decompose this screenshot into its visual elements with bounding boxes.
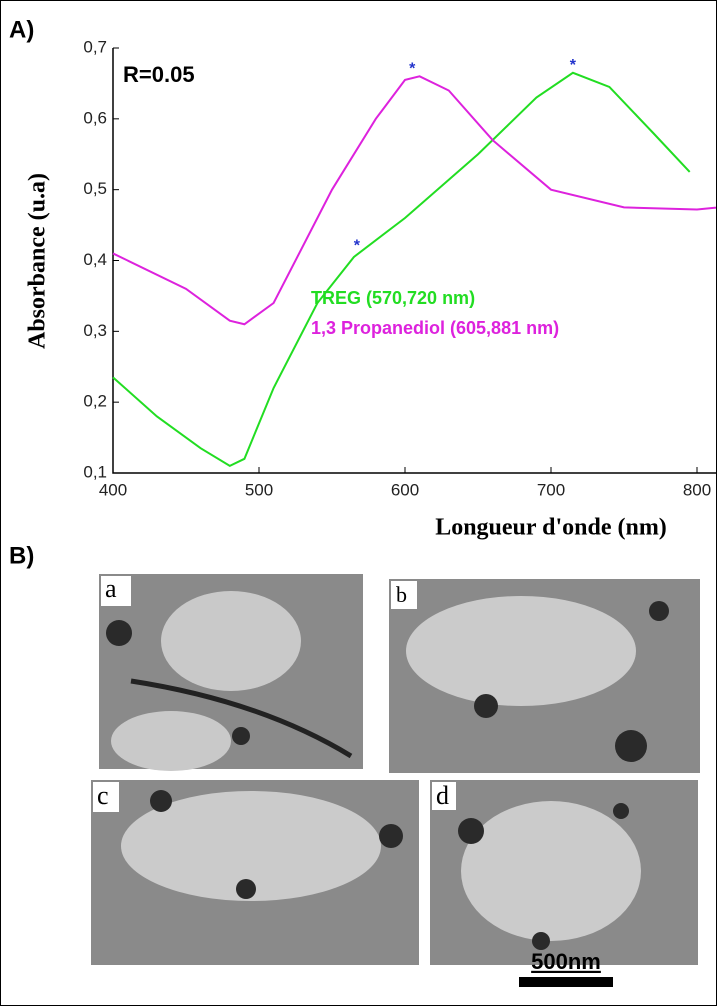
x-tick-label: 400 [99, 480, 127, 499]
peak-marker: * [354, 238, 361, 255]
texture [161, 591, 301, 691]
micrographs: a b c d [91, 574, 700, 965]
texture [532, 932, 550, 950]
texture [111, 711, 231, 771]
label-box [391, 581, 417, 609]
texture [474, 694, 498, 718]
texture [121, 791, 381, 901]
x-tick-label: 800 [683, 480, 711, 499]
line [112, 71, 691, 468]
texture [461, 801, 641, 941]
y-tick-label: 0,7 [83, 37, 107, 56]
y-tick-label: 0,3 [83, 321, 107, 340]
micrograph-label: a [105, 574, 117, 603]
y-tick-label: 0,1 [83, 462, 107, 481]
x-tick-label: 500 [245, 480, 273, 499]
texture [232, 727, 250, 745]
texture [236, 879, 256, 899]
scale-bar [519, 977, 613, 987]
peak-marker: * [409, 60, 416, 77]
y-tick-label: 0,6 [83, 108, 107, 127]
panel-label: B) [9, 542, 34, 569]
y-axis-label: Absorbance (u.a) [25, 173, 51, 349]
x-axis-label: Longueur d'onde (nm) [435, 515, 667, 541]
y-tick-label: 0,2 [83, 392, 107, 411]
texture [649, 601, 669, 621]
peak-marker: * [570, 57, 577, 74]
y-tick-label: 0,5 [83, 179, 107, 198]
line [112, 75, 716, 326]
label-box [93, 782, 119, 812]
label-box [101, 576, 131, 606]
axes [112, 48, 716, 474]
texture [406, 596, 636, 706]
micrograph-label: c [97, 781, 109, 810]
micrograph-label: d [436, 781, 449, 810]
texture [458, 818, 484, 844]
texture [379, 824, 403, 848]
legend-entry: 1,3 Propanediol (605,881 nm) [311, 318, 559, 338]
scale-bar-label: 500nm [531, 949, 601, 974]
x-tick-label: 700 [537, 480, 565, 499]
texture [150, 790, 172, 812]
texture [613, 803, 629, 819]
label-box [432, 782, 456, 810]
legend-entry: TREG (570,720 nm) [311, 288, 475, 308]
texture [106, 620, 132, 646]
texture [615, 730, 647, 762]
panel-label: A) [9, 16, 34, 43]
texture [130, 678, 353, 759]
micrograph-label: b [396, 582, 407, 607]
x-tick-label: 600 [391, 480, 419, 499]
y-tick-label: 0,4 [83, 250, 107, 269]
annotation-title: R=0.05 [123, 62, 195, 87]
